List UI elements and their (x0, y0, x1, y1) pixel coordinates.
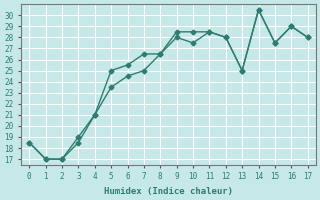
X-axis label: Humidex (Indice chaleur): Humidex (Indice chaleur) (104, 187, 233, 196)
